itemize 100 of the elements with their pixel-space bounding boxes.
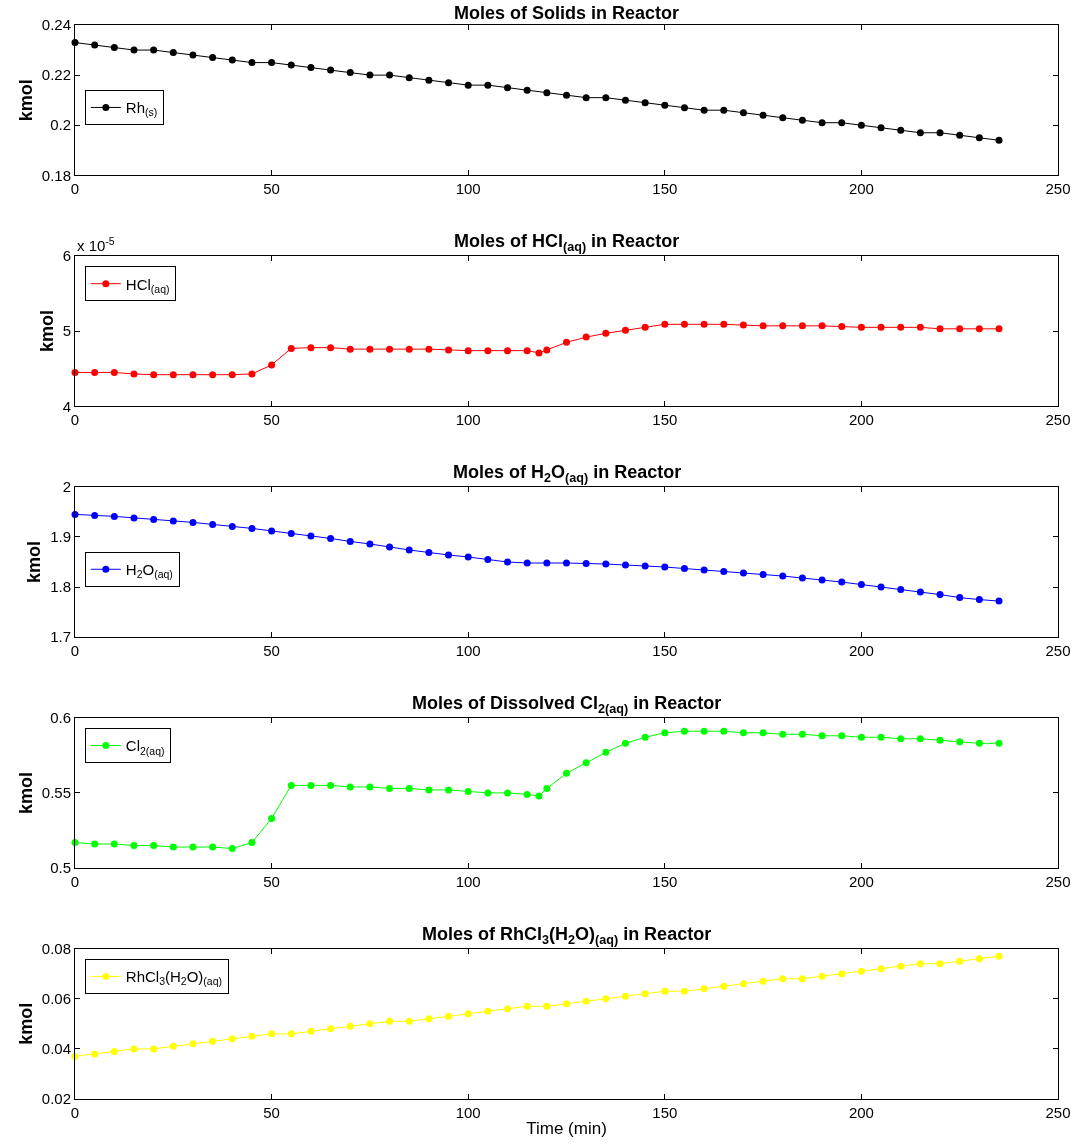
point <box>582 759 590 767</box>
point <box>680 320 688 328</box>
point <box>484 1007 492 1015</box>
y-tick-label: 5 <box>62 322 71 340</box>
point <box>425 786 433 794</box>
point <box>582 560 590 567</box>
point <box>425 548 433 556</box>
point <box>818 576 826 584</box>
point <box>838 119 846 127</box>
point <box>641 99 649 107</box>
point <box>818 732 826 740</box>
point <box>936 736 944 744</box>
x-tick-label: 50 <box>263 180 280 198</box>
point <box>720 106 728 114</box>
point <box>720 568 728 576</box>
point <box>535 349 543 357</box>
point <box>307 532 315 540</box>
point <box>307 1027 315 1035</box>
point <box>189 51 197 59</box>
point <box>287 781 295 789</box>
point <box>897 126 905 134</box>
x-tick-label: 250 <box>1045 411 1071 429</box>
point <box>248 524 256 532</box>
y-tick-label: 0.5 <box>50 859 71 877</box>
y-tick-label: 1.7 <box>50 628 71 646</box>
point <box>621 739 629 747</box>
point <box>680 565 688 573</box>
point <box>995 325 1003 333</box>
point <box>995 952 1003 960</box>
point <box>248 1032 256 1040</box>
point <box>897 735 905 743</box>
point <box>386 543 394 551</box>
point <box>110 1047 118 1055</box>
point <box>523 86 531 94</box>
point <box>838 970 846 978</box>
y-tick-label: 2 <box>62 478 71 496</box>
point <box>523 347 531 355</box>
point <box>936 591 944 599</box>
point <box>169 49 177 57</box>
y-tick-label: 1.8 <box>50 578 71 596</box>
point <box>543 89 551 97</box>
legend-label: Cl$_{2(aq)}$ <box>125 737 165 757</box>
point <box>228 522 236 530</box>
point <box>110 512 118 520</box>
x-tick-label: 200 <box>848 1104 874 1121</box>
point <box>779 975 787 983</box>
point <box>956 738 964 746</box>
x-tick-label: 100 <box>455 411 481 429</box>
point <box>327 781 335 789</box>
x-tick-label: 100 <box>455 873 481 891</box>
x-axis-title: Time (min) <box>526 1119 607 1139</box>
point <box>621 561 629 569</box>
point <box>916 323 924 331</box>
y-tick-label: 6 <box>62 247 71 265</box>
x-tick-label: 100 <box>455 1104 481 1121</box>
point <box>661 563 669 571</box>
point <box>150 371 158 379</box>
point <box>464 347 472 355</box>
point <box>661 729 669 737</box>
x-tick-label: 0 <box>70 873 80 891</box>
y-tick-label: 0.18 <box>41 166 71 184</box>
point <box>268 814 276 822</box>
point <box>366 1020 374 1028</box>
point <box>798 730 806 738</box>
x-tick-label: 0 <box>70 411 80 429</box>
y-tick-label: 1.9 <box>50 528 71 546</box>
point <box>189 371 197 379</box>
point <box>543 1002 551 1010</box>
point <box>91 840 99 848</box>
y-axis-title: kmol <box>16 771 36 814</box>
point <box>936 960 944 968</box>
point <box>504 347 512 355</box>
point <box>386 1017 394 1025</box>
point <box>877 583 885 591</box>
point <box>523 790 531 798</box>
point <box>445 79 453 87</box>
y-tick-label: 0.6 <box>50 708 71 726</box>
point <box>543 559 551 567</box>
y-tick-label: 4 <box>62 397 71 415</box>
point <box>484 789 492 797</box>
point <box>897 586 905 594</box>
point <box>563 769 570 777</box>
point <box>582 997 590 1005</box>
point <box>169 1042 177 1050</box>
legend-label: RhCl$_{3}$(H$_{2}$O)$_{(aq)}$ <box>125 968 223 988</box>
point <box>877 733 885 741</box>
point <box>857 581 865 589</box>
point <box>818 322 826 330</box>
x-tick-label: 100 <box>455 180 481 198</box>
point <box>248 370 256 378</box>
point <box>405 546 413 554</box>
y-axis-title: kmol <box>16 1002 36 1045</box>
point <box>700 566 708 574</box>
y-tick-label: 0.2 <box>50 116 71 134</box>
point <box>798 574 806 582</box>
point <box>759 322 767 330</box>
x-tick-label: 250 <box>1045 180 1071 198</box>
x-tick-label: 200 <box>848 411 874 429</box>
point <box>700 106 708 114</box>
legend-label: Rh$_{(s)}$ <box>125 99 158 119</box>
